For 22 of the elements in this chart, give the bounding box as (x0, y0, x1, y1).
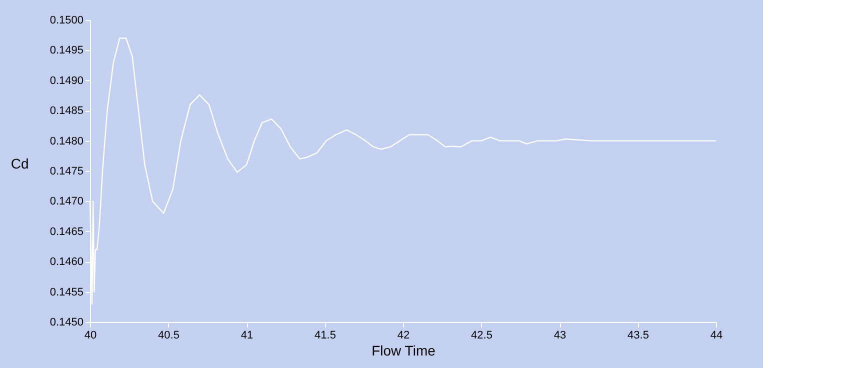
y-tick-label: 0.1450 (50, 316, 84, 328)
y-tick-label: 0.1480 (50, 135, 84, 148)
y-tick-label: 0.1490 (50, 74, 84, 87)
x-tick-label: 43.5 (628, 330, 649, 342)
x-tick-label: 42.5 (471, 330, 492, 342)
x-tick-label: 40.5 (158, 330, 180, 342)
y-tick-label: 0.1495 (50, 44, 84, 57)
x-tick-label: 44 (710, 330, 723, 342)
x-tick-label: 41 (240, 330, 254, 342)
y-tick-label: 0.1485 (50, 105, 84, 118)
y-tick-label: 0.1470 (50, 196, 84, 208)
y-tick-label: 0.1465 (50, 226, 84, 238)
y-axis-title: Cd (10, 156, 29, 172)
x-tick-label: 40 (84, 330, 97, 342)
y-tick-label: 0.1455 (50, 286, 84, 298)
x-tick-label: 42 (397, 330, 410, 342)
y-tick-label: 0.1460 (50, 256, 84, 268)
y-tick-label: 0.1475 (50, 166, 84, 178)
x-tick-label: 41.5 (314, 330, 336, 342)
y-tick-label: 0.1500 (50, 14, 84, 26)
x-tick-label: 43 (554, 330, 566, 342)
x-axis-title: Flow Time (372, 342, 436, 358)
